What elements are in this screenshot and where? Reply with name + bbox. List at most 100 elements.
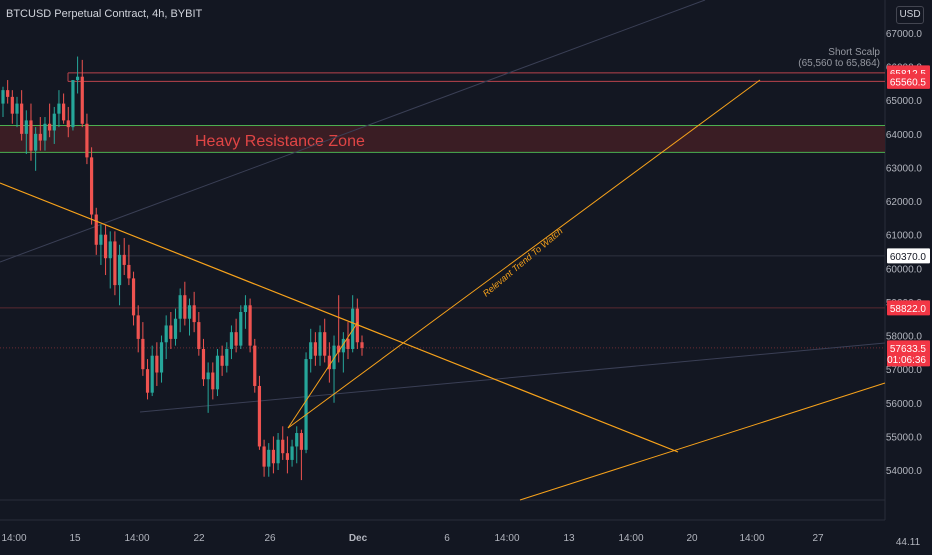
descending-trendline: [0, 182, 679, 453]
time-tick-label: 14:00: [739, 533, 764, 544]
faint-trendline-upper: [0, 0, 706, 263]
time-tick-label: 20: [686, 533, 698, 544]
candle-body: [183, 295, 187, 319]
candle-body: [89, 157, 94, 215]
candle-body: [62, 103, 66, 121]
candle-body: [341, 338, 345, 353]
candle-body: [1, 90, 5, 104]
candle-body: [10, 96, 14, 114]
candle-body: [131, 278, 136, 316]
time-tick-label: 26: [264, 533, 276, 544]
candle-body: [201, 348, 206, 380]
candle-body: [48, 123, 52, 131]
price-label-text: 65560.5: [890, 77, 927, 88]
candle-body: [220, 355, 224, 366]
candle-body: [351, 308, 355, 349]
time-tick-label: 14:00: [124, 533, 149, 544]
price-tick-label: 56000.0: [886, 399, 923, 410]
price-label-badge: [887, 248, 930, 264]
time-tick-label: 27: [812, 533, 824, 544]
candle-body: [229, 332, 234, 349]
symbol-title: BTCUSD Perpetual Contract, 4h, BYBIT: [6, 8, 203, 20]
candle-body: [276, 439, 280, 464]
candle-body: [85, 123, 89, 158]
candle-body: [117, 254, 122, 286]
time-tick-label: Dec: [349, 533, 368, 544]
currency-unit-button[interactable]: USD: [896, 6, 924, 24]
candle-body: [309, 342, 313, 360]
short-support-segment: [287, 321, 359, 429]
price-label-badge: [887, 340, 930, 367]
candle-body: [215, 355, 220, 390]
candle-body: [271, 449, 276, 464]
price-tick-label: 64000.0: [886, 130, 923, 141]
candle-body: [360, 342, 364, 348]
time-tick-label: 6: [444, 533, 450, 544]
candle-body: [164, 325, 168, 343]
candle-body: [122, 254, 126, 265]
candle-body: [257, 385, 262, 447]
candle-body: [113, 241, 117, 286]
candle-body: [295, 433, 299, 447]
candle-body: [108, 241, 112, 259]
candle-body: [248, 305, 252, 346]
price-label-text: 57633.5: [890, 344, 927, 355]
candle-body: [323, 332, 327, 356]
short-scalp-label: Short Scalp: [828, 47, 880, 58]
price-tick-label: 58000.0: [886, 332, 923, 343]
candle-body: [127, 264, 131, 279]
candle-body: [24, 120, 28, 134]
candle-body: [346, 338, 350, 349]
price-tick-label: 54000.0: [886, 466, 923, 477]
candle-body: [285, 453, 290, 460]
time-tick-label: 14:00: [618, 533, 643, 544]
candle-body: [197, 322, 201, 349]
candle-body: [281, 439, 285, 454]
candle-body: [71, 80, 75, 128]
candle-body: [234, 332, 238, 346]
candle-body: [6, 90, 10, 97]
candle-body: [337, 345, 341, 353]
resistance-zone: [0, 125, 885, 153]
candle-body: [150, 355, 154, 393]
price-tick-label: 62000.0: [886, 197, 923, 208]
price-tick-label: 55000.0: [886, 432, 923, 443]
candle-body: [66, 120, 70, 128]
candle-body: [57, 103, 61, 114]
price-tick-label: 63000.0: [886, 163, 923, 174]
time-tick-label: 14:00: [494, 533, 519, 544]
candle-body: [206, 372, 210, 380]
candle-body: [159, 342, 164, 373]
candle-body: [313, 342, 317, 356]
candle-body: [145, 369, 150, 393]
candle-body: [178, 295, 182, 319]
faint-trendline-lower: [139, 342, 886, 413]
short-scalp-range: (65,560 to 65,864): [798, 58, 880, 69]
time-tick-label: 22: [193, 533, 205, 544]
candle-body: [15, 103, 19, 114]
resistance-zone-label: Heavy Resistance Zone: [195, 133, 365, 150]
time-tick-label: 14:00: [1, 533, 26, 544]
time-tick-label: 13: [563, 533, 575, 544]
candle-body: [243, 305, 248, 313]
candle-body: [262, 446, 266, 467]
candle-body: [299, 433, 303, 450]
candle-body: [318, 332, 322, 356]
candle-body: [211, 372, 215, 390]
candle-body: [155, 355, 159, 373]
price-label-badge: [887, 300, 930, 316]
price-label-text: 60370.0: [890, 252, 927, 263]
candle-body: [29, 120, 33, 151]
candle-body: [169, 325, 173, 339]
candle-body: [173, 318, 178, 339]
candle-body: [99, 234, 103, 245]
price-label-badge: [887, 73, 930, 89]
candle-body: [141, 338, 145, 370]
price-tick-label: 67000.0: [886, 29, 923, 40]
price-tick-label: 65000.0: [886, 96, 923, 107]
price-tick-label: 60000.0: [886, 264, 923, 275]
candle-body: [34, 133, 38, 151]
